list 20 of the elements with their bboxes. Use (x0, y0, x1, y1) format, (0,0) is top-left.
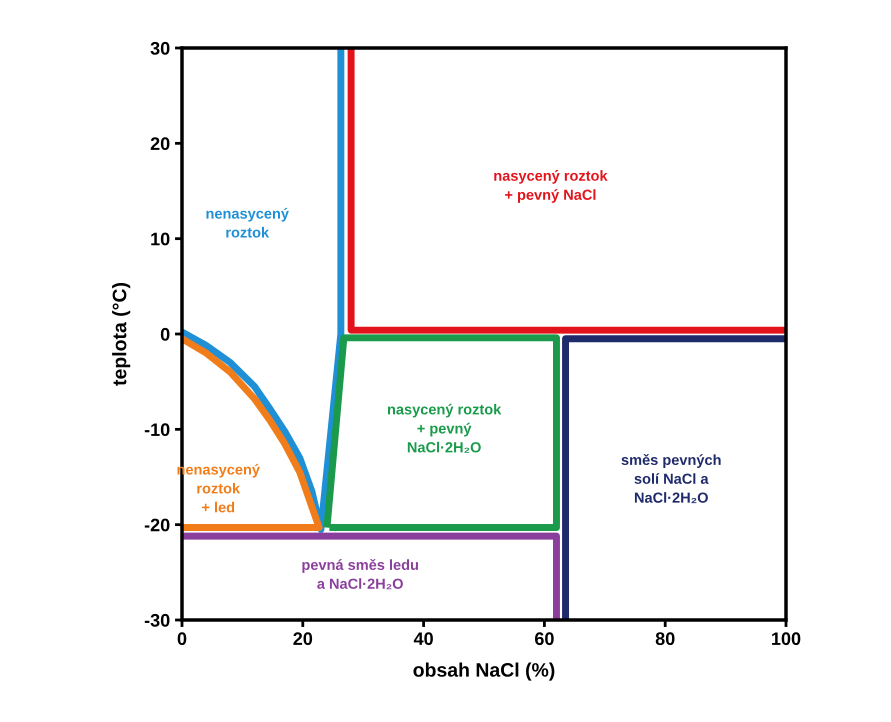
y-tick-label: 30 (150, 42, 170, 55)
annotation: pevná směs ledu a NaCl·2H₂O (302, 558, 418, 590)
x-axis-title: obsah NaCl (%) (413, 662, 554, 681)
x-tick-label: 0 (178, 632, 186, 646)
x-tick-label: 40 (414, 632, 433, 646)
x-tick-label: 60 (535, 632, 554, 646)
y-tick-label: 20 (150, 137, 170, 150)
annotation: nenasycený roztok (206, 208, 289, 238)
x-tick-label: 80 (656, 632, 674, 646)
annotation: nasycený roztok + pevný NaCl·2H₂O (388, 404, 502, 453)
y-tick-label: -30 (144, 614, 170, 627)
y-tick-label: -10 (144, 423, 170, 436)
y-tick-label: -20 (144, 518, 170, 532)
x-tick-label: 20 (293, 632, 312, 646)
annotation: nasycený roztok + pevný NaCl (494, 170, 608, 203)
annotation: směs pevných solí NaCl a NaCl·2H₂O (622, 454, 721, 504)
y-axis-title: teplota (°C) (112, 283, 130, 386)
x-tick-label: 100 (772, 632, 800, 646)
y-tick-label: 10 (151, 232, 170, 246)
y-tick-label: 0 (160, 328, 170, 341)
